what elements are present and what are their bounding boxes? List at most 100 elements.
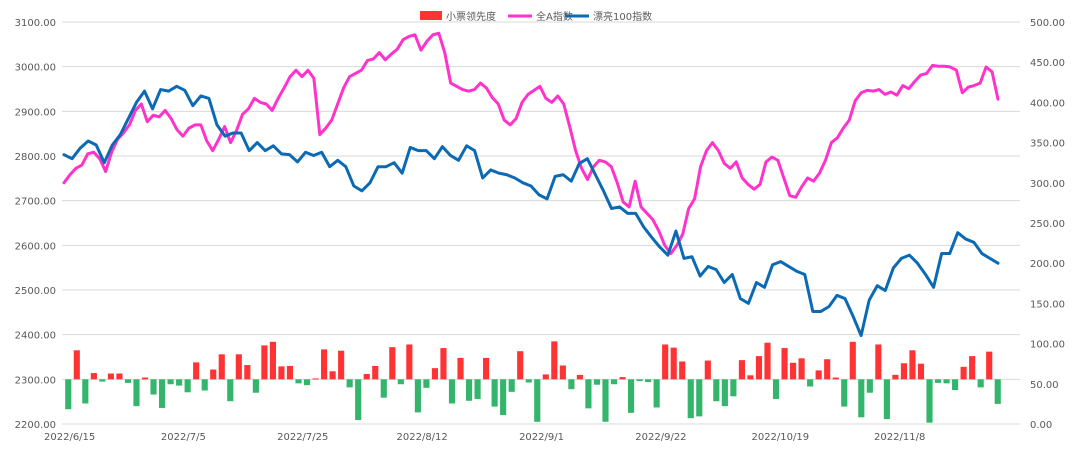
bar [457,357,464,380]
legend-label: 全A指数 [536,10,573,23]
right-tick-label: 400.00 [1030,98,1065,109]
bar [483,357,490,380]
bar [295,379,302,384]
bar [90,373,97,380]
bar [977,379,984,388]
bar [892,374,899,380]
bar [610,379,618,385]
bar [832,377,839,380]
x-axis-label: 2022/7/5 [161,432,206,443]
bar [653,379,660,408]
bar [525,379,532,383]
bar [952,379,959,391]
bar [124,379,132,383]
bar [824,359,831,380]
right-tick-label: 200.00 [1030,259,1065,270]
bar [866,379,873,393]
bar [687,379,694,419]
line-series [62,31,1000,338]
bar [713,379,720,402]
bar [738,360,745,380]
bar [372,365,379,380]
bar [312,378,319,380]
bar [755,356,763,380]
bar [338,350,345,380]
bar [508,379,515,392]
right-tick-label: 100.00 [1030,340,1065,351]
bar [858,379,865,418]
bar [917,363,925,380]
bar [841,379,848,407]
line-all-a-index [62,31,1000,256]
bar [909,350,916,380]
bar [960,366,967,380]
left-tick-label: 2800.00 [15,152,56,163]
right-tick-label: 0.00 [1030,420,1052,431]
bar [465,379,473,401]
x-axis-label: 2022/6/15 [44,432,95,443]
bar [934,379,942,383]
bar [107,373,114,380]
bar [900,363,908,380]
bar [414,379,421,413]
bar [772,379,780,399]
bar [645,379,652,383]
left-tick-label: 3000.00 [15,63,56,74]
bar [602,379,609,422]
bar [210,369,217,380]
x-axis-label: 2022/9/1 [519,432,564,443]
bar [431,368,439,380]
bar [363,373,370,380]
bar [798,358,805,380]
bar [704,360,711,380]
bar-series-small-cap-lead [65,341,1001,423]
right-tick-label: 500.00 [1030,18,1065,29]
right-axis-ticks: 0.00 50.00 100.00 150.00 200.00 250.00 300.00 3… [1030,18,1065,431]
bar [593,379,601,385]
right-tick-label: 50.00 [1030,380,1059,391]
bar [176,379,183,386]
bar [380,379,387,398]
bar [696,379,703,417]
bar [517,351,524,380]
bar [568,379,575,390]
bar [807,379,814,387]
bar [321,349,328,380]
x-axis-label: 2022/8/12 [397,432,448,443]
bar [943,379,950,384]
bar [781,348,788,380]
bar [883,379,890,420]
bar [551,341,558,380]
right-tick-label: 250.00 [1030,219,1065,230]
left-axis-ticks: 2200.00 2300.00 2400.00 2500.00 2600.00 2700.… [15,18,56,431]
legend-label: 小票领先度 [446,10,496,23]
bar [662,344,669,380]
bar [303,379,311,386]
left-tick-label: 2300.00 [15,375,56,386]
gridlines [62,21,1020,425]
bar [994,379,1001,404]
bar [849,341,856,380]
bar [65,379,72,410]
x-axis-label: 2022/9/22 [635,432,686,443]
bar [73,350,80,380]
bar [619,377,626,380]
bar [627,379,635,413]
x-axis-label: 2022/7/25 [277,432,328,443]
bar [218,354,225,380]
bar [721,379,728,407]
bar [252,379,259,393]
bar [926,379,933,423]
bar [679,361,686,380]
bar [875,344,882,380]
bar [99,379,106,382]
bar [167,379,174,385]
right-tick-label: 450.00 [1030,58,1065,69]
bar [790,362,797,380]
right-tick-label: 300.00 [1030,179,1065,190]
bar [534,379,541,422]
bar [389,347,396,380]
bar [559,365,566,380]
